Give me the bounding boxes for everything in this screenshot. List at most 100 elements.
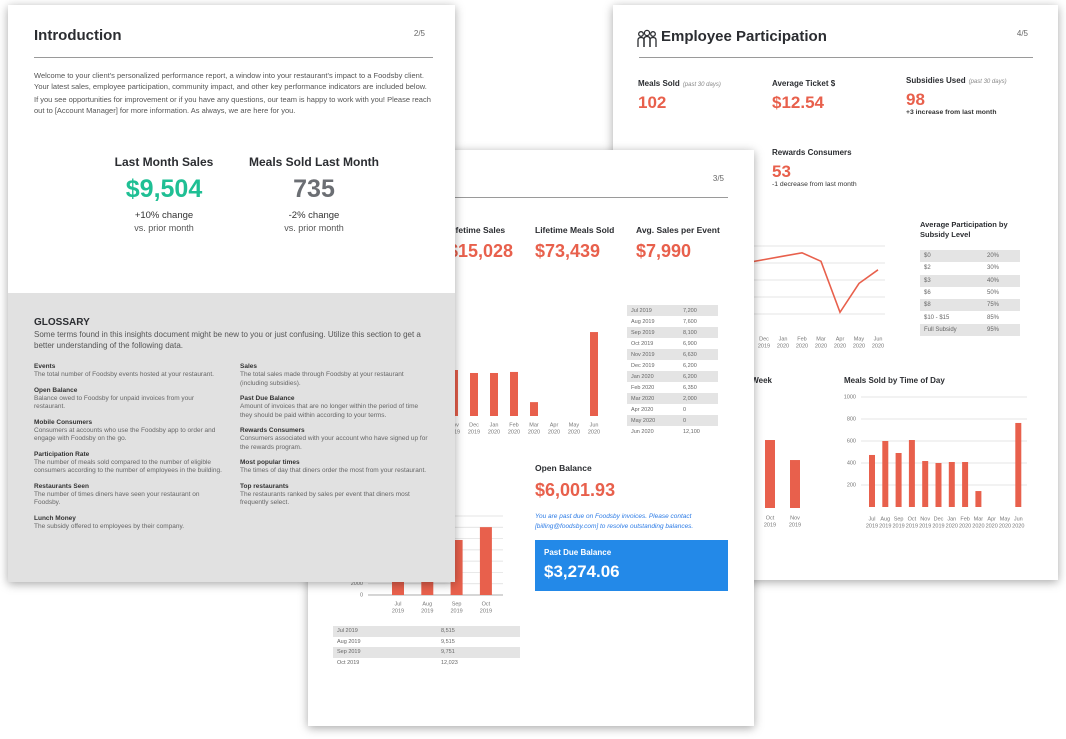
y-tick-label: 2000 (351, 581, 363, 587)
x-tick-label: Mar (529, 422, 539, 428)
x-tick-label: Jun (1014, 516, 1023, 522)
bar (790, 460, 800, 508)
x-tick-label: 2019 (758, 343, 770, 349)
table-row: Apr 2020 0 (627, 404, 718, 415)
x-tick-label: 2020 (834, 343, 846, 349)
x-tick-label: Feb (960, 516, 969, 522)
glossary-term: Top restaurants (240, 482, 289, 490)
glossary-item: Lunch Money The subsidy offered to employ… (34, 514, 224, 532)
y-tick-label: 400 (847, 460, 856, 466)
glossary-term: Open Balance (34, 386, 78, 394)
cell: 95% (987, 326, 1000, 333)
cell: $3 (924, 277, 931, 284)
chart-title: Meals Sold by Time of Day (844, 376, 945, 385)
cell: Oct 2019 (631, 340, 654, 347)
x-tick-label: 2019 (764, 522, 776, 528)
cell: $8 (924, 302, 931, 309)
intro: Welcome to your client's personalized pe… (34, 71, 432, 119)
table-row: $6 50% (920, 287, 1020, 299)
x-tick-label: 2020 (986, 523, 998, 529)
glossary-item: Past Due Balance Amount of invoices that … (240, 394, 430, 420)
kpi-change: +3 increase from last month (906, 109, 997, 116)
y-tick-label: 200 (847, 482, 856, 488)
kpi-label: Rewards Consumers (772, 148, 852, 157)
x-tick-label: Mar (974, 516, 984, 522)
x-tick-label: Jun (590, 422, 599, 428)
kpi-label: Last Month Sales (114, 155, 214, 169)
page-introduction: 2/5 Introduction Welcome to your client's … (8, 5, 455, 582)
paragraph: Welcome to your client's personalized pe… (34, 71, 427, 91)
glossary-term: Sales (240, 363, 257, 370)
x-tick-label: Dec (759, 336, 769, 342)
glossary-title: GLOSSARY (34, 317, 90, 328)
glossary-intro: Some terms found in this insights docume… (34, 330, 421, 350)
x-tick-label: Mar (816, 336, 826, 342)
bar (490, 372, 498, 416)
kpi-change: -1 decrease from last month (772, 181, 857, 188)
x-tick-label: 2020 (999, 523, 1011, 529)
x-tick-label: Feb (797, 336, 806, 342)
x-tick-label: 2020 (815, 343, 827, 349)
kpi-value: 53 (772, 162, 791, 181)
kpi-label: Lifetime Meals Sold (535, 225, 615, 235)
table-row: $3 40% (920, 274, 1020, 287)
bar (510, 371, 518, 416)
x-tick-label: Aug (422, 601, 432, 607)
cell: $2 (924, 265, 931, 272)
bar (530, 402, 538, 416)
x-tick-label: 2020 (588, 429, 600, 435)
glossary-term: Restaurants Seen (34, 482, 89, 490)
cell: 6,200 (683, 373, 697, 380)
cell: 50% (987, 290, 1000, 297)
x-tick-label: 2020 (548, 429, 560, 435)
cell: 0 (683, 417, 687, 424)
table-row: $0 20% (920, 250, 1020, 263)
page-number: 4/5 (1016, 29, 1028, 38)
x-tick-label: Apr (550, 422, 559, 428)
cell: $10 - $15 (924, 314, 950, 321)
people-icon (637, 29, 657, 47)
x-tick-label: 2020 (853, 343, 865, 349)
kpi: Last Month Sales $9,504 +10% change vs. pri… (74, 155, 254, 233)
x-tick-label: May (1000, 516, 1011, 522)
table-row: Aug 2019 9,515 (333, 637, 520, 648)
glossary-definition: The total sales made through Foodsby at … (240, 371, 404, 387)
kpi-label: Subsidies Used (past 30 days) (906, 76, 1007, 85)
cell: 20% (987, 253, 1000, 260)
x-tick-label: 2019 (789, 522, 801, 528)
kpi-qualifier: (past 30 days) (682, 82, 721, 88)
glossary-definition: The number of times diners have seen you… (34, 490, 200, 507)
table: Jul 2019 7,200 Aug 2019 7,600 Sep 2019 8,100 O… (627, 305, 718, 437)
kpi-value: 102 (638, 93, 667, 112)
x-tick-label: Sep (894, 516, 904, 522)
table-row: Feb 2020 6,350 (627, 382, 718, 393)
divider (334, 197, 728, 198)
y-tick-label: 1000 (844, 394, 856, 400)
x-tick-label: Oct (482, 601, 491, 607)
glossary-term: Most popular times (240, 459, 300, 466)
cell: Oct 2019 (337, 659, 360, 666)
x-tick-label: Jul (394, 601, 401, 607)
open-balance-value: $6,001.93 (535, 480, 616, 500)
x-tick-label: Apr (836, 336, 845, 342)
kpi-value: $12.54 (772, 93, 824, 112)
past-due-box: Past Due Balance $3,274.06 (535, 540, 728, 591)
cell: Aug 2019 (631, 318, 655, 325)
cell: Apr 2020 (631, 406, 654, 413)
table: $0 20% $2 30% $3 40% $6 50% $8 75% $10 - $15 85% Ful… (920, 250, 1020, 337)
glossary-column: Events The total number of Foodsby events… (34, 362, 224, 537)
cell: 8,100 (683, 329, 697, 336)
paragraph: If you see opportunities for improvement… (34, 95, 431, 115)
cell: Jun 2020 (631, 428, 654, 435)
x-tick-label: Oct (908, 516, 917, 522)
y-tick-label: 600 (847, 438, 856, 444)
cell: $6 (924, 290, 931, 297)
cell: Sep 2019 (631, 329, 655, 336)
glossary-term: Lunch Money (34, 514, 76, 522)
x-tick-label: Apr (987, 516, 996, 522)
cell: Jul 2019 (631, 307, 652, 314)
glossary-definition: The subsidy offered to employees by thei… (34, 522, 185, 530)
table-row: Oct 2019 12,023 (333, 658, 520, 669)
table: Jul 2019 8,515 Aug 2019 9,515 Sep 2019 9,751 O… (333, 626, 520, 668)
